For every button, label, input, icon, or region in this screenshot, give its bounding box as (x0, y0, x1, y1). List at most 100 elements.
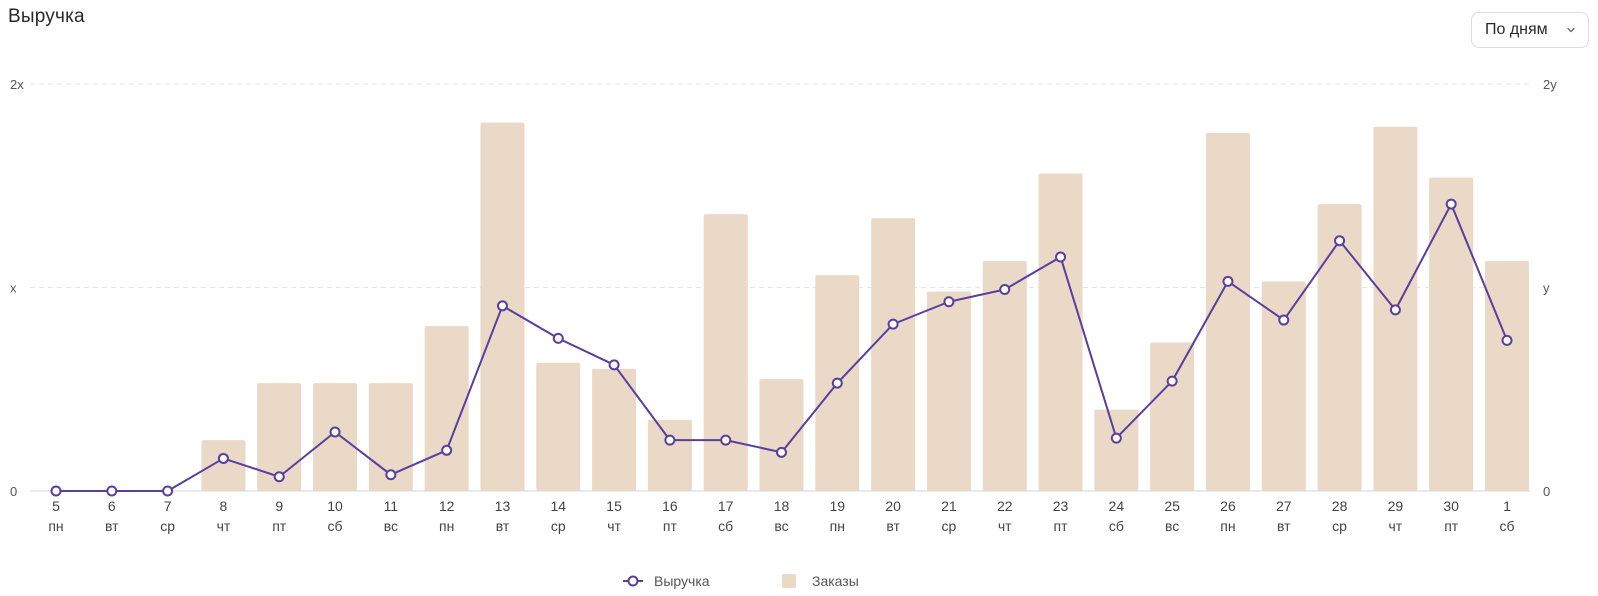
legend-item-orders[interactable]: Заказы (782, 573, 859, 589)
bar-orders[interactable] (1094, 409, 1139, 491)
revenue-point[interactable] (887, 318, 899, 330)
revenue-point[interactable] (720, 434, 732, 446)
x-tick-weekday: пн (439, 518, 454, 534)
x-tick-day: 11 (384, 498, 399, 514)
x-tick-day: 22 (997, 498, 1013, 514)
bar-orders[interactable] (424, 326, 469, 491)
bar-orders[interactable] (982, 261, 1027, 491)
x-tick-day: 8 (220, 498, 228, 514)
y-axis-left-label: 2x (10, 77, 24, 92)
axis-labels: 0 0 x y 2x 2y (10, 77, 1557, 499)
x-tick-weekday: чт (1389, 518, 1403, 534)
x-tick-weekday: ср (942, 518, 957, 534)
x-tick-weekday: вт (105, 518, 119, 534)
x-tick-weekday: чт (607, 518, 621, 534)
x-tick-weekday: вс (774, 518, 788, 534)
x-tick-day: 9 (275, 498, 283, 514)
x-tick-day: 18 (774, 498, 790, 514)
x-tick-day: 21 (941, 498, 957, 514)
chart-title: Выручка (8, 6, 85, 27)
bar-series-orders (201, 122, 1529, 492)
x-tick-weekday: вс (384, 518, 398, 534)
period-select[interactable]: По дням (1471, 12, 1589, 48)
x-tick-day: 13 (495, 498, 511, 514)
revenue-point[interactable] (1278, 314, 1290, 326)
bar-orders[interactable] (257, 383, 302, 491)
revenue-point[interactable] (776, 446, 787, 458)
x-tick-day: 16 (662, 498, 678, 514)
revenue-point[interactable] (831, 377, 843, 389)
revenue-point[interactable] (217, 452, 229, 464)
x-tick-weekday: вс (1165, 518, 1179, 534)
legend-label-revenue: Выручка (654, 573, 710, 589)
revenue-point[interactable] (496, 300, 508, 312)
bar-orders[interactable] (1205, 132, 1250, 491)
revenue-point[interactable] (608, 359, 620, 371)
revenue-point[interactable] (1055, 251, 1067, 263)
revenue-point[interactable] (999, 284, 1011, 296)
x-tick-day: 28 (1332, 498, 1348, 514)
x-tick-day: 30 (1443, 498, 1459, 514)
x-tick-weekday: ср (1332, 518, 1347, 534)
revenue-point[interactable] (441, 444, 453, 456)
bar-orders[interactable] (759, 379, 804, 491)
revenue-point[interactable] (329, 426, 341, 438)
bar-orders[interactable] (201, 440, 246, 491)
bar-orders[interactable] (536, 362, 581, 491)
bar-orders[interactable] (871, 218, 916, 491)
revenue-point[interactable] (1166, 375, 1178, 387)
revenue-point[interactable] (1334, 235, 1346, 247)
bar-orders[interactable] (647, 419, 692, 491)
x-tick-weekday: пт (272, 518, 287, 534)
x-tick-day: 5 (52, 498, 60, 514)
x-tick-weekday: пн (830, 518, 845, 534)
x-tick-day: 23 (1053, 498, 1069, 514)
x-tick-day: 19 (830, 498, 846, 514)
revenue-point[interactable] (1222, 275, 1234, 287)
bar-orders[interactable] (1317, 204, 1362, 491)
x-tick-weekday: пт (663, 518, 678, 534)
x-tick-weekday: ср (160, 518, 175, 534)
x-tick-weekday: ср (551, 518, 566, 534)
revenue-point[interactable] (943, 296, 955, 308)
y-axis-right-label: y (1543, 281, 1550, 296)
bar-orders[interactable] (592, 368, 637, 491)
x-tick-weekday: чт (998, 518, 1012, 534)
revenue-point[interactable] (385, 469, 397, 481)
bar-orders[interactable] (1150, 342, 1195, 491)
x-tick-day: 29 (1388, 498, 1404, 514)
bar-orders[interactable] (1038, 173, 1083, 492)
bar-orders[interactable] (703, 214, 748, 492)
revenue-point[interactable] (1445, 198, 1457, 210)
revenue-point[interactable] (162, 485, 174, 497)
x-tick-day: 17 (718, 498, 734, 514)
x-tick-weekday: сб (718, 518, 733, 534)
bar-orders[interactable] (368, 383, 413, 491)
x-tick-day: 24 (1109, 498, 1125, 514)
chevron-down-icon (1567, 27, 1575, 33)
revenue-point[interactable] (106, 485, 118, 497)
revenue-point[interactable] (1110, 432, 1122, 444)
x-tick-weekday: сб (1499, 518, 1514, 534)
revenue-point[interactable] (1389, 304, 1401, 316)
legend-item-revenue[interactable]: Выручка (623, 573, 710, 589)
x-tick-weekday: вт (496, 518, 510, 534)
revenue-point[interactable] (664, 434, 676, 446)
revenue-point[interactable] (552, 332, 564, 344)
bar-orders[interactable] (1261, 281, 1306, 491)
line-series-revenue (50, 198, 1513, 497)
x-tick-day: 6 (108, 498, 116, 514)
revenue-point[interactable] (50, 485, 62, 497)
x-tick-day: 12 (439, 498, 455, 514)
x-tick-day: 14 (550, 498, 566, 514)
bar-orders[interactable] (1485, 261, 1529, 491)
x-tick-day: 7 (164, 498, 172, 514)
revenue-point[interactable] (1501, 334, 1513, 346)
x-tick-weekday: чт (217, 518, 231, 534)
x-tick-day: 25 (1164, 498, 1180, 514)
x-tick-day: 20 (885, 498, 901, 514)
bar-orders[interactable] (1429, 177, 1474, 492)
x-tick-day: 15 (606, 498, 622, 514)
bar-orders[interactable] (926, 291, 971, 491)
revenue-point[interactable] (273, 471, 285, 483)
